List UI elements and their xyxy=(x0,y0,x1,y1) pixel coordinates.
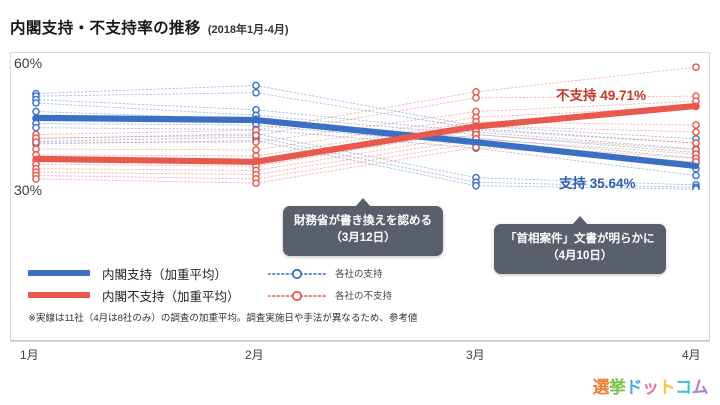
legend-label-oppose: 内閣不支持（加重平均） xyxy=(102,289,240,304)
logo-char: ム xyxy=(691,378,709,397)
legend-item-each-oppose: 各社の不支持 xyxy=(267,284,393,306)
logo-char: ド xyxy=(625,378,643,397)
page-title: 内閣支持・不支持率の推移 (2018年1月-4月) xyxy=(10,16,289,38)
callout-2-line2: （4月10日） xyxy=(547,250,613,263)
legend-item-oppose: 内閣不支持（加重平均） xyxy=(28,284,428,306)
callout-pm-document: 「首相案件」文書が明らかに （4月10日） xyxy=(494,216,666,274)
legend-weighted: 内閣支持（加重平均） 内閣不支持（加重平均） xyxy=(28,262,428,306)
callout-1-line2: （3月12日） xyxy=(330,232,396,245)
x-axis-label-feb: 2月 xyxy=(245,348,264,362)
oppose-value-label: 不支持 49.71% xyxy=(556,88,647,103)
title-subtitle-text: (2018年1月-4月) xyxy=(207,24,289,36)
legend-individual: 各社の支持 各社の不支持 xyxy=(267,262,393,306)
title-main-text: 内閣支持・不支持率の推移 xyxy=(10,20,201,37)
legend-label-each-support: 各社の支持 xyxy=(335,269,383,280)
logo-char: コ xyxy=(675,378,692,397)
legend-dotted-marker-support-icon xyxy=(267,267,327,280)
legend-dotted-marker-oppose-icon xyxy=(267,289,327,302)
logo-char: ッ xyxy=(642,378,659,397)
y-axis-bottom-label: 30% xyxy=(14,182,43,198)
y-axis-top-label: 60% xyxy=(14,55,43,71)
x-axis: 1月 2月 3月 4月 xyxy=(10,340,710,367)
footnote-text: ※実線は11社（4月は8社のみ）の調査の加重平均。調査実施日や手法が異なるため、… xyxy=(28,313,418,324)
legend-label-each-oppose: 各社の不支持 xyxy=(335,291,393,302)
legend-swatch-oppose-icon xyxy=(28,292,90,298)
site-logo: 選挙ドットコム xyxy=(593,373,709,398)
logo-char: 挙 xyxy=(609,378,626,397)
legend-item-each-support: 各社の支持 xyxy=(267,262,392,284)
x-axis-label-apr: 4月 xyxy=(682,348,701,362)
callout-pointer-icon xyxy=(355,198,371,207)
legend-swatch-support-icon xyxy=(28,270,90,276)
callout-1-line1: 財務省が書き換えを認める xyxy=(294,215,432,227)
support-value-label: 支持 35.64% xyxy=(559,176,636,191)
x-axis-label-mar: 3月 xyxy=(466,348,485,362)
chart-frame xyxy=(10,52,710,342)
logo-char: 選 xyxy=(592,378,610,397)
callout-2-line1: 「首相案件」文書が明らかに xyxy=(505,233,655,245)
chart-svg xyxy=(32,63,700,190)
legend-item-support: 内閣支持（加重平均） xyxy=(28,262,428,284)
legend-label-support: 内閣支持（加重平均） xyxy=(102,267,228,282)
x-axis-label-jan: 1月 xyxy=(20,348,39,362)
logo-char: ト xyxy=(658,378,676,397)
callout-mof-admission: 財務省が書き換えを認める （3月12日） xyxy=(283,198,443,256)
plot-area xyxy=(30,62,702,190)
callout-pointer-icon xyxy=(571,216,588,225)
